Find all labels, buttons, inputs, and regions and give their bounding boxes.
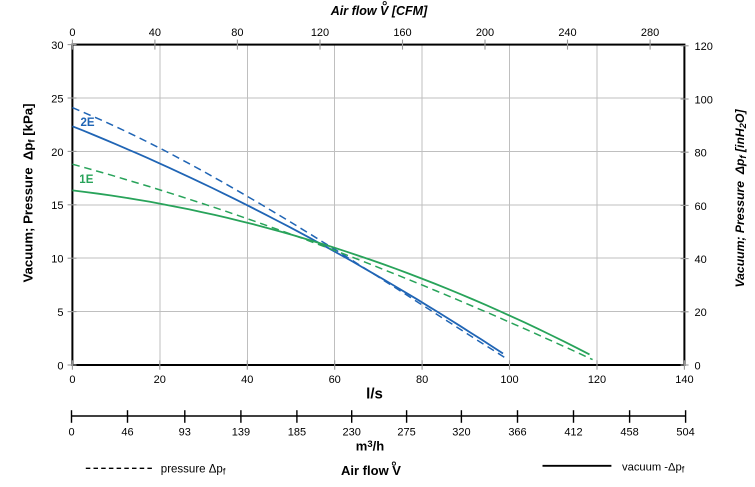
svg-text:46: 46 [121, 427, 133, 439]
svg-text:412: 412 [564, 427, 582, 439]
svg-text:1E: 1E [79, 174, 93, 186]
svg-text:275: 275 [397, 427, 415, 439]
svg-text:0: 0 [69, 374, 75, 386]
svg-text:vacuum -Δpf: vacuum -Δpf [622, 462, 685, 475]
svg-text:240: 240 [558, 27, 576, 39]
svg-text:140: 140 [675, 374, 693, 386]
svg-text:100: 100 [500, 374, 518, 386]
svg-text:200: 200 [476, 27, 494, 39]
svg-text:80: 80 [695, 148, 707, 160]
svg-text:120: 120 [695, 41, 713, 53]
svg-text:280: 280 [641, 27, 659, 39]
svg-text:pressure Δpf: pressure Δpf [161, 464, 226, 477]
svg-text:15: 15 [51, 200, 63, 212]
svg-text:40: 40 [241, 374, 253, 386]
svg-text:30: 30 [51, 40, 63, 52]
svg-text:10: 10 [51, 254, 63, 266]
svg-text:366: 366 [508, 427, 526, 439]
svg-text:0: 0 [69, 27, 75, 39]
svg-text:Vacuum; Pressure Δpf [inH2O]: Vacuum; Pressure Δpf [inH2O] [733, 109, 749, 288]
svg-text:m3/h: m3/h [356, 439, 384, 454]
svg-text:5: 5 [57, 307, 63, 319]
svg-text:160: 160 [393, 27, 411, 39]
svg-text:0: 0 [695, 360, 701, 372]
svg-text:20: 20 [51, 147, 63, 159]
svg-text:l/s: l/s [366, 386, 383, 403]
svg-text:60: 60 [329, 374, 341, 386]
svg-text:25: 25 [51, 93, 63, 105]
svg-text:0: 0 [68, 427, 74, 439]
svg-text:40: 40 [695, 254, 707, 266]
svg-text:230: 230 [343, 427, 361, 439]
svg-text:20: 20 [695, 307, 707, 319]
svg-text:80: 80 [231, 27, 243, 39]
svg-text:Vacuum; Pressure Δpf [kPa]: Vacuum; Pressure Δpf [kPa] [21, 103, 38, 282]
svg-text:185: 185 [288, 427, 306, 439]
svg-text:139: 139 [232, 427, 250, 439]
svg-text:Air flow V: Air flow V [341, 463, 401, 478]
svg-text:20: 20 [154, 374, 166, 386]
svg-text:504: 504 [676, 427, 694, 439]
svg-text:80: 80 [416, 374, 428, 386]
svg-text:0: 0 [57, 360, 63, 372]
svg-text:Air flow V [CFM]: Air flow V [CFM] [330, 4, 428, 18]
svg-text:60: 60 [695, 201, 707, 213]
svg-text:93: 93 [179, 427, 191, 439]
svg-text:458: 458 [620, 427, 638, 439]
svg-text:320: 320 [452, 427, 470, 439]
svg-text:2E: 2E [81, 117, 95, 129]
svg-text:120: 120 [588, 374, 606, 386]
svg-text:120: 120 [311, 27, 329, 39]
svg-text:40: 40 [149, 27, 161, 39]
svg-text:100: 100 [695, 94, 713, 106]
